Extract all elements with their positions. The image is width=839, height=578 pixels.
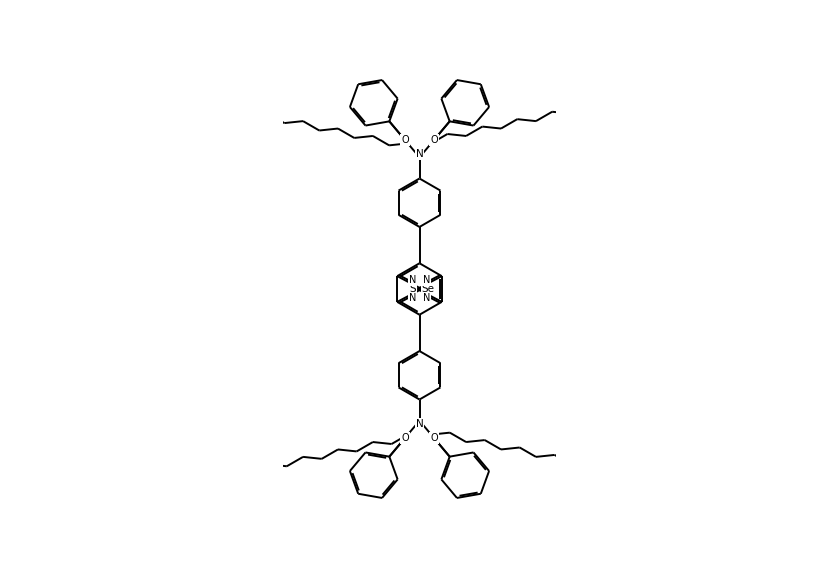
Text: Se: Se — [422, 284, 435, 294]
Text: N: N — [415, 149, 424, 159]
Text: N: N — [409, 275, 416, 284]
Text: S: S — [409, 284, 416, 294]
Text: O: O — [401, 135, 409, 145]
Text: N: N — [423, 294, 430, 303]
Text: N: N — [423, 275, 430, 284]
Text: N: N — [409, 294, 416, 303]
Text: O: O — [401, 433, 409, 443]
Text: N: N — [415, 419, 424, 429]
Text: O: O — [430, 135, 438, 145]
Text: O: O — [430, 433, 438, 443]
